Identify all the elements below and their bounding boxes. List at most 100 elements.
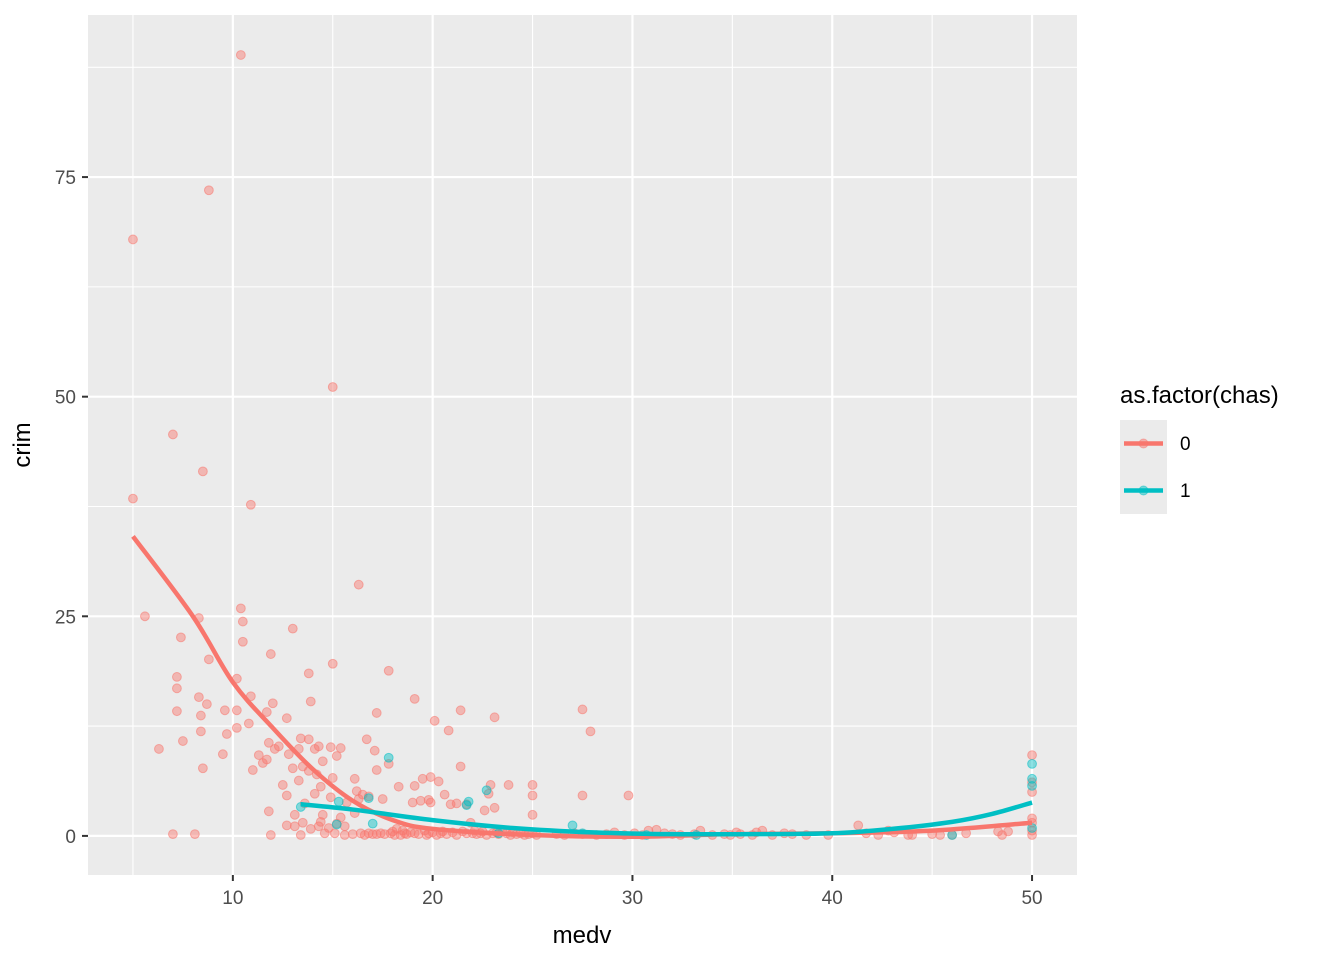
data-point-0: [339, 830, 350, 840]
data-point-0: [219, 705, 230, 716]
legend: as.factor(chas) 0 1: [1120, 382, 1279, 514]
y-tick-label: 75: [55, 168, 76, 189]
data-point-0: [172, 683, 182, 694]
data-point-1: [947, 830, 958, 840]
data-point-0: [203, 654, 214, 665]
data-point-0: [265, 649, 276, 659]
data-point-0: [353, 579, 364, 590]
data-point-1: [1027, 773, 1037, 784]
data-point-0: [235, 603, 246, 614]
data-point-0: [263, 737, 274, 748]
data-point-0: [195, 710, 206, 721]
data-point-0: [577, 704, 588, 715]
data-point-0: [433, 776, 444, 787]
data-point-0: [527, 780, 538, 790]
data-point-0: [327, 658, 338, 669]
data-point-0: [443, 725, 454, 736]
data-point-0: [1027, 750, 1037, 760]
data-point-0: [349, 773, 360, 784]
data-point-0: [409, 693, 420, 704]
data-point-0: [273, 741, 284, 752]
data-point-0: [197, 763, 208, 774]
data-point-0: [623, 790, 634, 801]
data-point-0: [193, 692, 204, 703]
data-point-0: [489, 712, 500, 723]
legend-title: as.factor(chas): [1120, 382, 1279, 409]
data-point-0: [347, 829, 358, 840]
data-point-0: [371, 765, 382, 775]
data-point-0: [197, 466, 208, 477]
data-point-1: [463, 796, 474, 807]
data-point-0: [439, 789, 450, 800]
data-point-0: [417, 773, 428, 784]
data-point-0: [261, 707, 272, 717]
data-point-0: [295, 733, 306, 744]
data-point-0: [429, 715, 440, 726]
data-point-0: [455, 761, 466, 772]
data-point-0: [178, 736, 188, 746]
data-point-0: [128, 234, 138, 245]
data-point-0: [237, 636, 248, 647]
x-axis-title: medv: [553, 922, 612, 949]
data-point-0: [267, 698, 278, 709]
data-point-0: [128, 493, 138, 504]
y-tick-label: 25: [55, 607, 76, 628]
data-point-1: [363, 793, 374, 804]
data-point-0: [393, 781, 404, 792]
data-points: [128, 50, 1037, 840]
data-point-0: [479, 805, 490, 816]
data-point-0: [217, 749, 228, 760]
data-point-0: [231, 705, 242, 716]
data-point-0: [189, 829, 200, 840]
data-point-0: [237, 616, 248, 627]
plot-panel: [88, 15, 1077, 875]
x-tick-label: 50: [1021, 888, 1042, 909]
data-point-0: [1003, 826, 1013, 837]
x-tick-label: 40: [822, 888, 843, 909]
data-point-0: [309, 788, 320, 799]
data-point-0: [281, 790, 292, 801]
y-axis: 0 25 50 75: [55, 168, 88, 848]
data-point-0: [527, 790, 538, 801]
data-point-0: [853, 820, 864, 831]
data-point-0: [140, 611, 150, 622]
data-point-0: [289, 809, 300, 820]
data-point-0: [1027, 830, 1037, 840]
data-point-0: [325, 742, 336, 753]
data-point-0: [261, 754, 272, 765]
data-point-0: [287, 623, 298, 634]
data-point-0: [369, 745, 380, 756]
data-point-0: [1027, 777, 1037, 788]
data-point-1: [333, 796, 344, 807]
data-point-0: [243, 718, 254, 729]
y-tick-label: 0: [65, 827, 76, 848]
data-point-0: [415, 795, 426, 806]
data-point-0: [289, 821, 300, 832]
data-point-0: [425, 772, 436, 782]
data-point-0: [172, 706, 182, 717]
data-point-0: [407, 797, 418, 808]
data-point-0: [455, 705, 466, 716]
data-point-1: [1027, 780, 1037, 791]
data-point-1: [367, 818, 378, 829]
data-point-0: [585, 726, 596, 737]
x-tick-label: 30: [622, 888, 643, 909]
data-point-0: [263, 806, 274, 817]
data-point-0: [425, 797, 436, 808]
data-point-1: [331, 819, 342, 830]
legend-key-0: 0: [1120, 420, 1191, 467]
data-point-0: [329, 828, 340, 839]
data-point-1: [481, 785, 492, 796]
data-point-1: [1027, 758, 1037, 769]
data-point-0: [383, 665, 394, 676]
data-point-0: [409, 780, 420, 791]
data-point-0: [295, 830, 306, 840]
data-point-0: [283, 749, 294, 760]
data-point-0: [327, 382, 338, 392]
y-axis-title: crim: [9, 422, 36, 467]
data-point-0: [527, 809, 538, 820]
data-point-0: [327, 773, 338, 783]
data-point-0: [303, 668, 314, 679]
y-tick-label: 50: [55, 388, 76, 409]
